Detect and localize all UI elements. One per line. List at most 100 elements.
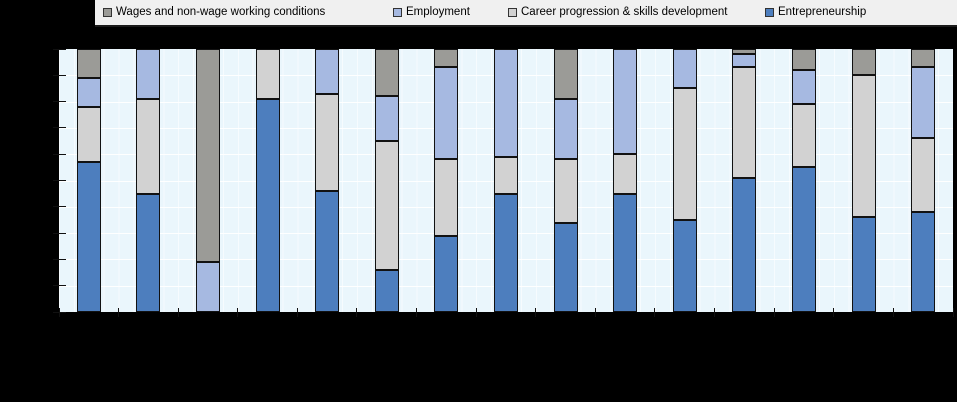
bar-segment bbox=[374, 269, 399, 312]
bar-segment bbox=[613, 193, 638, 312]
bar-segment bbox=[76, 106, 101, 163]
y-axis-tick bbox=[53, 127, 66, 129]
stacked-bar bbox=[792, 49, 816, 312]
stacked-bar bbox=[732, 49, 757, 312]
y-axis-tick bbox=[53, 232, 66, 234]
x-axis-tick bbox=[892, 308, 894, 317]
bar-segment bbox=[76, 77, 101, 107]
bar-segment bbox=[195, 49, 220, 263]
y-axis-tick bbox=[53, 311, 66, 313]
stacked-bar bbox=[255, 49, 280, 312]
legend-label-wages: Wages and non-wage working conditions bbox=[116, 6, 326, 18]
bar-segment bbox=[792, 104, 816, 168]
bar-segment bbox=[672, 49, 697, 89]
x-axis-tick bbox=[535, 308, 537, 317]
stacked-bar bbox=[315, 49, 340, 312]
bar-segment bbox=[732, 54, 757, 68]
bar-segment bbox=[434, 235, 459, 312]
legend-label-career: Career progression & skills development bbox=[521, 6, 728, 18]
y-axis-tick bbox=[53, 258, 66, 260]
bar-segment bbox=[672, 88, 697, 220]
x-axis-tick bbox=[773, 308, 775, 317]
stacked-bar bbox=[851, 49, 876, 312]
y-axis-tick bbox=[53, 285, 66, 287]
bar-segment bbox=[553, 99, 578, 160]
bar-segment bbox=[195, 262, 220, 312]
bar-segment bbox=[851, 217, 876, 312]
x-axis-tick bbox=[296, 308, 298, 317]
bar-segment bbox=[434, 67, 459, 160]
bar-segment bbox=[255, 49, 280, 99]
entrepreneurship-swatch-icon bbox=[765, 8, 774, 17]
bar-segment bbox=[911, 212, 936, 312]
employment-swatch-icon bbox=[393, 8, 402, 17]
bar-segment bbox=[374, 49, 399, 97]
bar-segment bbox=[851, 75, 876, 218]
y-axis-tick bbox=[53, 180, 66, 181]
y-axis-tick bbox=[53, 48, 66, 50]
bar-segment bbox=[792, 49, 816, 71]
stacked-bar bbox=[613, 49, 638, 312]
x-axis-tick bbox=[654, 308, 656, 317]
bar-segment bbox=[374, 96, 399, 142]
bar-segment bbox=[255, 98, 280, 312]
bar-segment bbox=[553, 222, 578, 312]
bar-segment bbox=[613, 154, 638, 194]
y-axis-tick bbox=[53, 153, 66, 155]
bar-segment bbox=[851, 49, 876, 76]
bar-segment bbox=[911, 138, 936, 213]
bar-segment bbox=[434, 49, 459, 68]
x-axis-tick bbox=[356, 308, 358, 317]
bar-segment bbox=[315, 191, 340, 312]
bar-segment bbox=[911, 67, 936, 139]
legend-item-entrepreneurship: Entrepreneurship bbox=[765, 0, 866, 25]
bar-segment bbox=[494, 156, 518, 194]
bar-segment bbox=[76, 49, 101, 78]
x-axis-tick bbox=[416, 308, 418, 317]
bar-segment bbox=[434, 159, 459, 236]
legend-item-wages: Wages and non-wage working conditions bbox=[103, 0, 325, 25]
legend-item-employment: Employment bbox=[393, 0, 470, 25]
plot-area bbox=[53, 48, 954, 317]
stacked-bar bbox=[553, 49, 578, 312]
bar-segment bbox=[732, 49, 757, 55]
x-axis-tick bbox=[594, 308, 596, 317]
stacked-bar bbox=[494, 49, 518, 312]
bar-segment bbox=[494, 49, 518, 157]
stacked-bar bbox=[672, 49, 697, 312]
bar-segment bbox=[732, 67, 757, 178]
bar-segment bbox=[613, 49, 638, 155]
wages-swatch-icon bbox=[103, 8, 112, 17]
bar-segment bbox=[76, 162, 101, 312]
bar-segment bbox=[315, 93, 340, 192]
x-axis-tick bbox=[475, 308, 477, 317]
bar-segment bbox=[494, 193, 518, 312]
y-axis-tick bbox=[53, 101, 66, 103]
stacked-bar bbox=[136, 49, 161, 312]
legend-label-entrepreneurship: Entrepreneurship bbox=[778, 6, 867, 18]
legend-label-employment: Employment bbox=[406, 6, 470, 18]
x-axis-tick bbox=[58, 308, 60, 317]
bar-segment bbox=[732, 177, 757, 312]
x-axis-tick bbox=[714, 308, 716, 317]
x-axis-tick bbox=[177, 308, 179, 317]
bar-segment bbox=[672, 219, 697, 312]
bar-segment bbox=[553, 159, 578, 223]
bar-segment bbox=[136, 98, 161, 194]
x-axis-tick bbox=[237, 308, 239, 317]
y-axis-tick bbox=[53, 206, 66, 208]
bar-segment bbox=[553, 49, 578, 99]
bar-segment bbox=[136, 49, 161, 99]
stacked-bar bbox=[76, 49, 101, 312]
bar-segment bbox=[374, 141, 399, 270]
x-axis-tick bbox=[118, 308, 120, 317]
x-axis-tick bbox=[952, 308, 954, 317]
chart-legend: Wages and non-wage working conditions Em… bbox=[95, 0, 957, 27]
career-swatch-icon bbox=[508, 8, 517, 17]
bar-segment bbox=[911, 49, 936, 68]
bar-segment bbox=[792, 167, 816, 312]
stacked-bar bbox=[434, 49, 459, 312]
bar-segment bbox=[315, 49, 340, 94]
bar-segment bbox=[792, 70, 816, 105]
